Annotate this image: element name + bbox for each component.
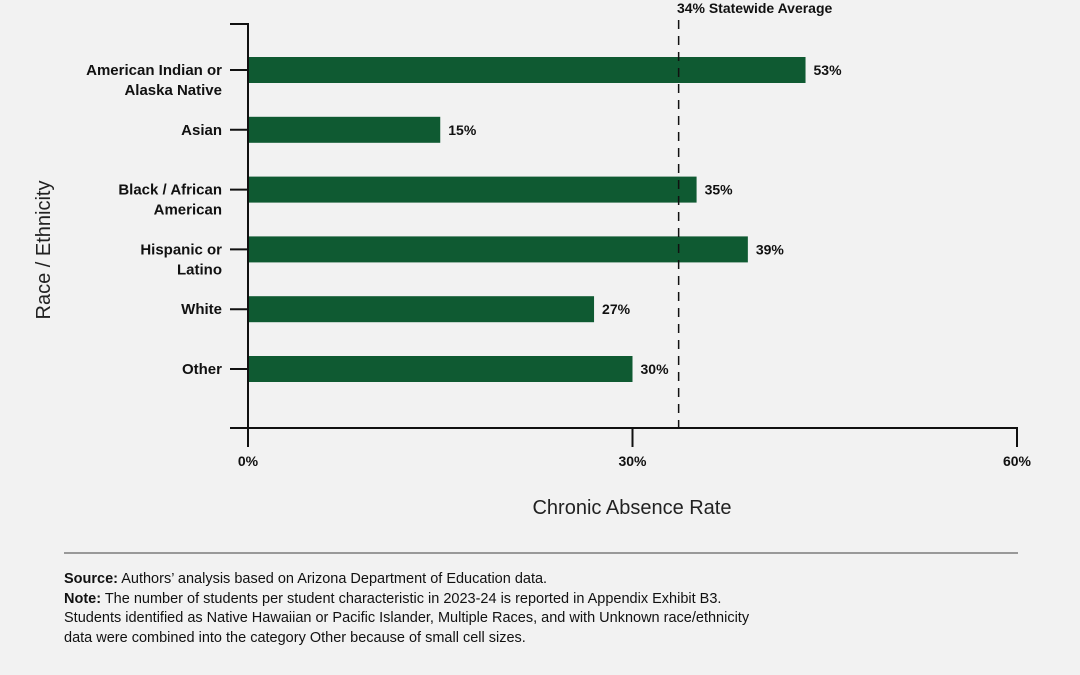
source-label: Source: — [64, 571, 118, 587]
bar — [248, 236, 748, 263]
x-axis-label: Chronic Absence Rate — [532, 497, 731, 519]
bar — [248, 356, 633, 382]
value-label: 27% — [602, 301, 631, 317]
category-label: Hispanic or — [140, 241, 222, 258]
category-label: American — [154, 202, 222, 219]
note-label: Note: — [64, 590, 102, 607]
y-axis-label: Race / Ethnicity — [33, 181, 55, 320]
note-line: Note: The number of students per student… — [64, 590, 964, 610]
bar — [248, 57, 806, 83]
source-line: Source: Authors’ analysis based on Arizo… — [64, 570, 964, 590]
chart-footer: Source: Authors’ analysis based on Arizo… — [64, 570, 964, 648]
source-text: Authors’ analysis based on Arizona Depar… — [118, 571, 548, 587]
category-label: Black / African — [118, 182, 222, 199]
category-label: Alaska Native — [124, 82, 222, 99]
note-text: The number of students per student chara… — [101, 590, 722, 607]
x-tick-label: 60% — [1003, 453, 1032, 469]
footer-divider — [64, 552, 1018, 554]
category-label: Latino — [177, 261, 222, 278]
category-label: American Indian or — [86, 62, 222, 79]
category-label: Asian — [181, 122, 222, 139]
bar — [248, 296, 595, 323]
x-tick-label: 30% — [618, 453, 647, 469]
value-label: 53% — [814, 62, 843, 78]
value-label: 39% — [756, 241, 785, 257]
statewide-average-label: 34% Statewide Average — [677, 0, 833, 16]
bar — [248, 176, 697, 203]
value-label: 35% — [705, 182, 734, 198]
note-line-3: data were combined into the category Oth… — [64, 629, 526, 646]
bar — [248, 116, 441, 143]
category-label: Other — [182, 361, 222, 378]
bar-chart: American Indian or Alaska Native 53% Asian 1… — [33, 0, 1032, 519]
x-tick-label: 0% — [238, 453, 259, 469]
value-label: 30% — [641, 361, 670, 377]
category-label: White — [181, 301, 222, 318]
note-line-2: Students identified as Native Hawaiian o… — [64, 610, 750, 626]
value-label: 15% — [448, 122, 477, 138]
